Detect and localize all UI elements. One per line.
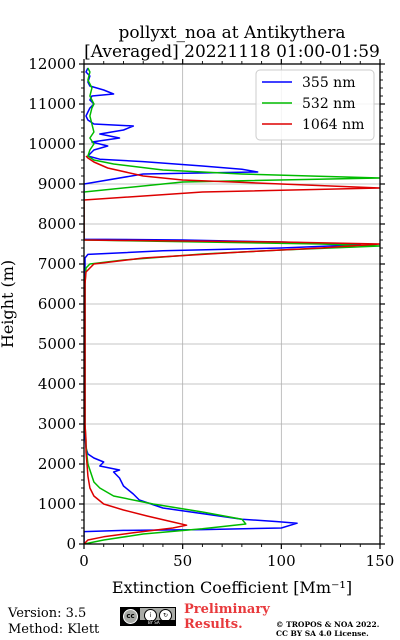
y-tick-label: 7000 [38, 255, 76, 273]
y-tick-label: 2000 [38, 455, 76, 473]
cc-badge-strip-text: BY SA [148, 620, 160, 625]
y-tick-label: 3000 [38, 415, 76, 433]
y-tick-label: 0 [66, 535, 76, 553]
legend-label: 1064 nm [302, 117, 364, 133]
x-tick-label: 0 [79, 552, 89, 570]
legend: 355 nm 532 nm 1064 nm [255, 69, 375, 141]
legend-label: 532 nm [302, 96, 355, 112]
extinction-profile-chart: pollyxt_noa at Antikythera [Averaged] 20… [0, 23, 394, 597]
version-text: Version: 3.5 [8, 606, 87, 621]
x-tick-label: 150 [366, 552, 395, 570]
y-tick-label: 12000 [28, 55, 76, 73]
x-axis-label: Extinction Coefficient [Mm⁻¹] [112, 578, 352, 597]
y-tick-label: 11000 [28, 95, 76, 113]
y-tick-label: 10000 [28, 135, 76, 153]
x-tick-label: 50 [173, 552, 192, 570]
license-line-1: © TROPOS & NOA 2022. [276, 620, 380, 629]
legend-box [255, 69, 375, 141]
chart-title: pollyxt_noa at Antikythera [118, 23, 345, 43]
legend-label: 355 nm [302, 75, 355, 91]
y-tick-label: 6000 [38, 295, 76, 313]
method-text: Method: Klett [8, 622, 100, 637]
chart-subtitle: [Averaged] 20221118 01:00-01:59 [84, 42, 380, 62]
x-tick-label: 100 [267, 552, 296, 570]
y-tick-label: 9000 [38, 175, 76, 193]
cc-license-badge: cc i ↻ BY SA [120, 607, 176, 626]
license-line-2: CC BY SA 4.0 License. [276, 629, 369, 638]
license-note: © TROPOS & NOA 2022. CC BY SA 4.0 Licens… [276, 620, 398, 638]
y-tick-label: 8000 [38, 215, 76, 233]
series-line-1064-nm [84, 155, 380, 544]
y-tick-label: 1000 [38, 495, 76, 513]
y-tick-label: 4000 [38, 375, 76, 393]
axis-ticks: 0100020003000400050006000700080009000100… [28, 55, 394, 570]
y-tick-label: 5000 [38, 335, 76, 353]
cc-badge-strip [140, 620, 175, 625]
y-axis-label: Height (m) [0, 260, 17, 348]
cc-icon: cc [123, 609, 138, 624]
preliminary-results-note: Preliminary Results. [184, 602, 270, 632]
series-lines [84, 67, 380, 544]
